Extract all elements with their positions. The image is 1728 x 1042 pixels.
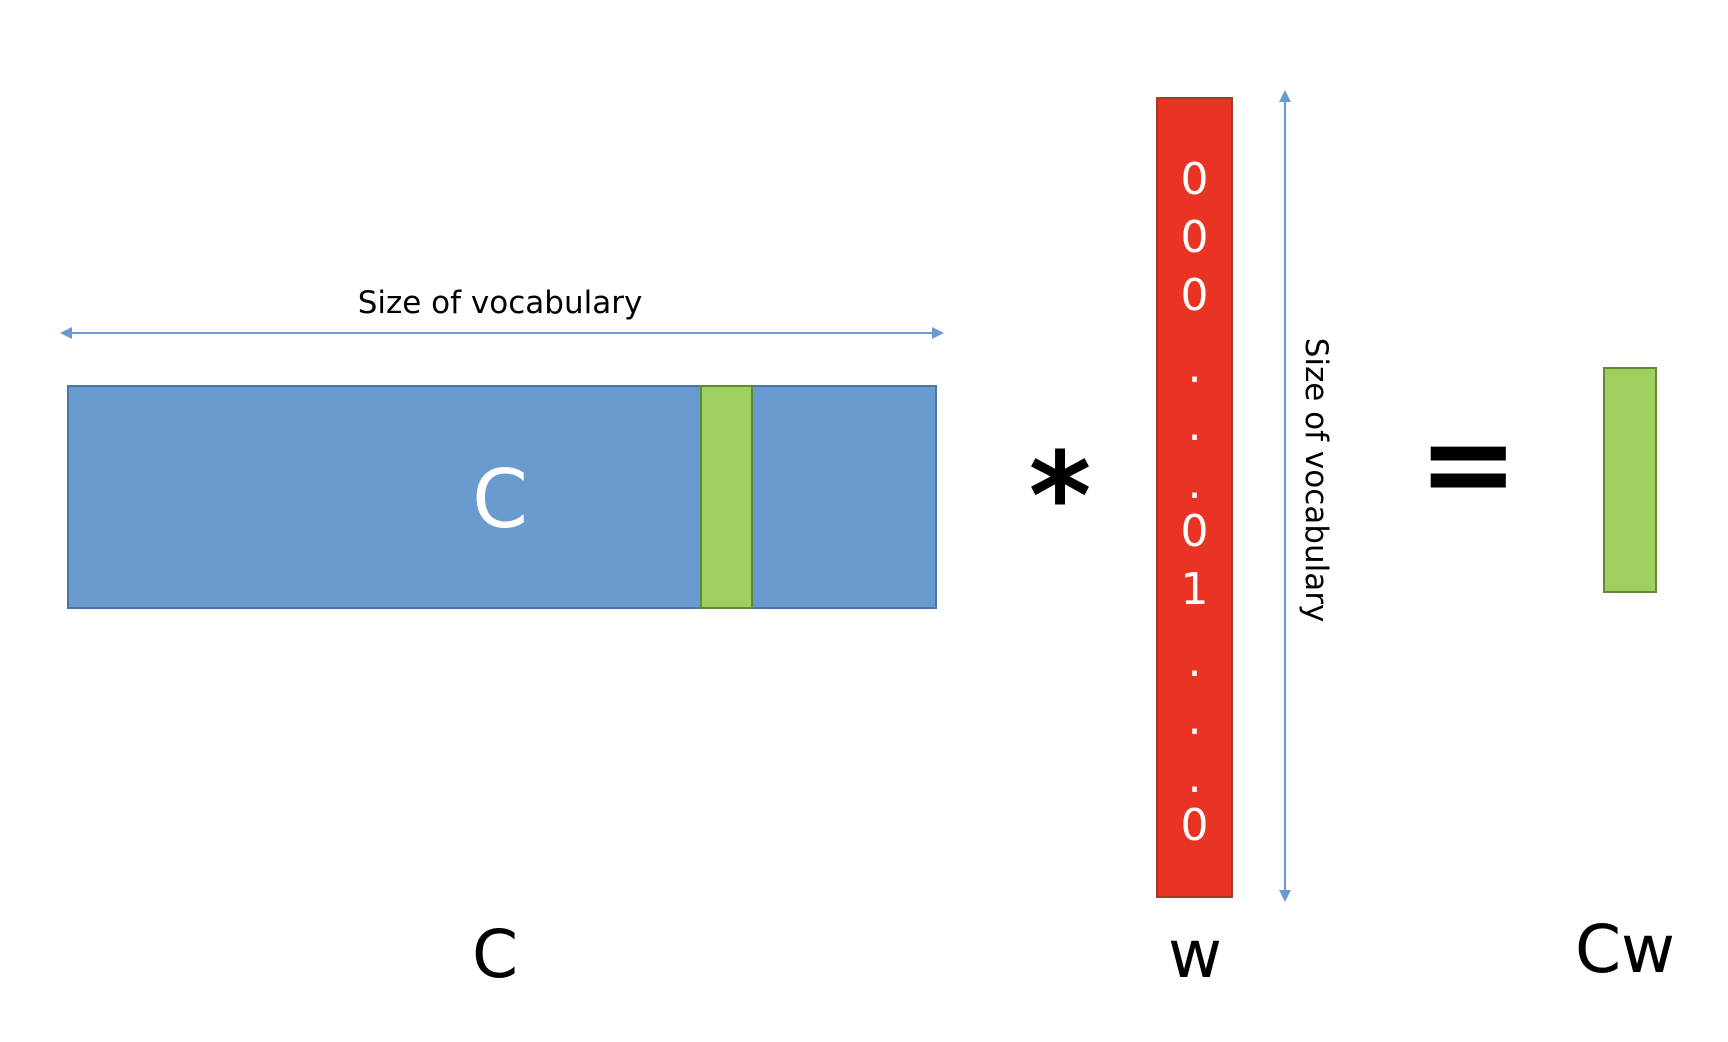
vector-w-entry: 0 (1180, 506, 1209, 557)
vector-w-entry: . (1187, 636, 1202, 687)
matrix-c (67, 385, 937, 609)
vector-w-label: w (1168, 916, 1222, 993)
vector-w-entry: 1 (1180, 564, 1209, 615)
vector-w-entry: 0 (1180, 270, 1209, 321)
multiply-operator: * (1028, 428, 1092, 567)
vector-w-entry: . (1187, 458, 1202, 509)
result-cw-label: Cw (1574, 911, 1676, 988)
matrix-width-label: Size of vocabulary (357, 285, 643, 321)
vector-w-entry: 0 (1180, 212, 1209, 263)
result-vector-cw (1603, 367, 1657, 593)
vector-w-entry: . (1187, 342, 1202, 393)
matrix-width-arrow (60, 327, 944, 339)
vector-height-arrow (1279, 90, 1291, 902)
vector-w-entry: . (1187, 400, 1202, 451)
vector-w-entry: . (1187, 752, 1202, 803)
vector-w-entry: 0 (1180, 154, 1209, 205)
matrix-c-inner-label: C (472, 453, 528, 546)
equals-operator: = (1418, 395, 1519, 534)
one-hot-vector-w (1156, 97, 1233, 898)
matrix-c-selected-column (700, 385, 753, 609)
vector-height-label-text: Size of vocabulary (1298, 337, 1334, 623)
vector-w-entry: 0 (1180, 800, 1209, 851)
matrix-c-label: C (471, 916, 519, 993)
vector-w-entry: . (1187, 694, 1202, 745)
